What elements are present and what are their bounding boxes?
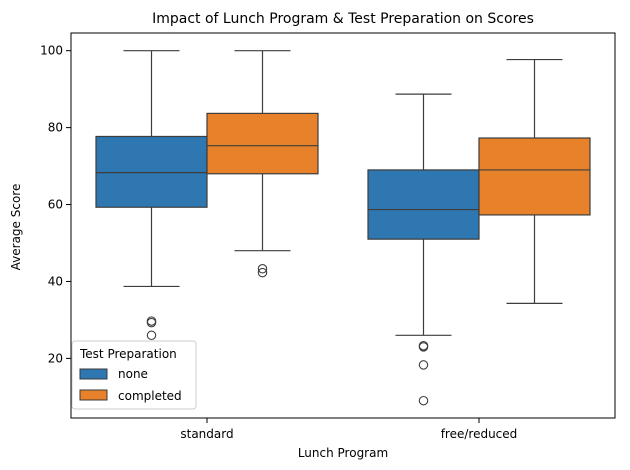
- y-tick-label: 60: [48, 198, 63, 212]
- legend-label-completed: completed: [118, 389, 182, 403]
- outlier-point: [146, 330, 157, 341]
- x-axis: standard free/reduced: [180, 418, 517, 441]
- x-axis-label: Lunch Program: [298, 446, 388, 460]
- box-iqr: [95, 135, 208, 208]
- outlier-point: [418, 342, 429, 352]
- chart-title: Impact of Lunch Program & Test Preparati…: [152, 11, 534, 27]
- legend-swatch-none: [79, 368, 108, 380]
- box-iqr: [367, 169, 480, 240]
- box-iqr: [478, 137, 591, 216]
- outlier-point: [146, 317, 157, 328]
- legend-title: Test Preparation: [79, 347, 177, 361]
- legend-swatch-completed: [79, 389, 108, 401]
- y-tick-label: 100: [40, 44, 63, 58]
- box-none-1: [367, 93, 480, 406]
- outlier-point: [418, 395, 429, 406]
- plot-frame: [70, 32, 616, 419]
- box-iqr: [206, 112, 319, 175]
- y-tick-label: 20: [48, 351, 63, 365]
- plot-area: [70, 32, 616, 419]
- box-completed-1: [478, 58, 591, 304]
- legend-label-none: none: [118, 367, 148, 381]
- outlier-point: [257, 267, 268, 278]
- legend: Test Preparation none completed: [71, 340, 197, 410]
- y-axis-label: Average Score: [9, 184, 23, 271]
- y-tick-label: 80: [48, 121, 63, 135]
- box-completed-0: [206, 50, 319, 278]
- box-none-0: [95, 50, 208, 341]
- x-tick-label: free/reduced: [441, 427, 518, 441]
- outlier-point: [257, 264, 268, 274]
- outlier-point: [418, 360, 429, 370]
- y-tick-label: 40: [48, 274, 63, 288]
- x-tick-label: standard: [180, 427, 233, 441]
- y-axis: 20 40 60 80 100: [40, 44, 71, 365]
